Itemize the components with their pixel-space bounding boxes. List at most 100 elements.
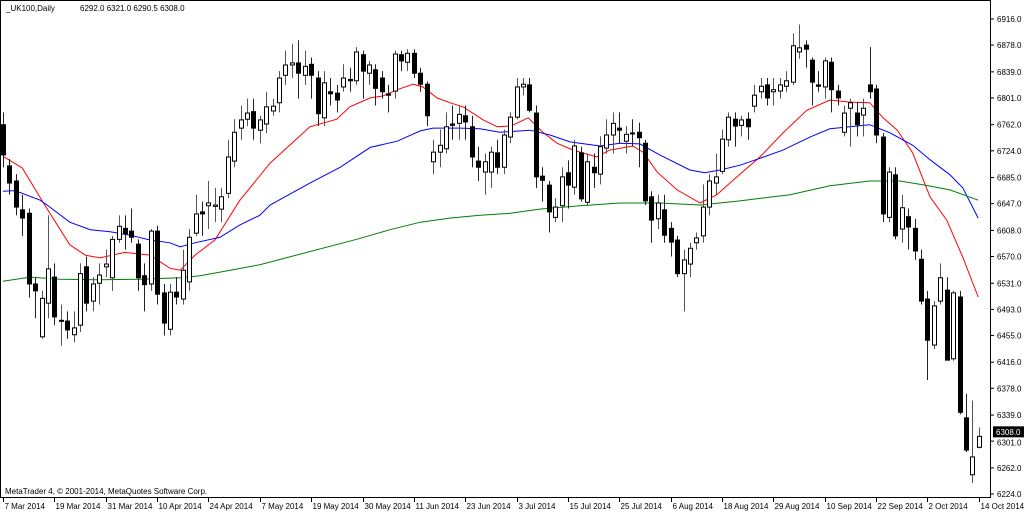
- candle: [438, 129, 443, 168]
- date-tick-label: 25 Jul 2014: [621, 502, 663, 511]
- date-tick-label: 23 Jun 2014: [467, 502, 512, 511]
- date-tick-label: 18 Aug 2014: [724, 502, 769, 511]
- candle: [707, 174, 712, 216]
- bear-candle-body: [476, 160, 481, 168]
- bear-candle-body: [855, 112, 860, 126]
- candle: [759, 78, 764, 99]
- candle: [804, 40, 809, 68]
- candle: [508, 112, 513, 144]
- candle: [521, 78, 526, 96]
- bull-candle-body: [206, 202, 211, 207]
- candle: [136, 239, 141, 291]
- bull-candle-body: [502, 134, 507, 168]
- bear-candle-body: [662, 209, 667, 236]
- price-tick-label: 6801.0: [997, 94, 1022, 103]
- candle: [572, 139, 577, 195]
- candle: [129, 208, 134, 243]
- bear-candle-body: [251, 111, 256, 129]
- bull-candle-body: [720, 138, 725, 172]
- candle: [271, 98, 276, 116]
- date-tick-label: 30 May 2014: [365, 502, 412, 511]
- current-price-badge-box: [993, 426, 1024, 438]
- candle: [861, 98, 866, 137]
- price-tick-label: 6608.0: [997, 226, 1022, 235]
- candle: [598, 136, 603, 185]
- bear-candle-body: [804, 44, 809, 50]
- candle: [405, 49, 410, 72]
- bull-candle-body: [932, 305, 937, 346]
- bull-candle-body: [341, 77, 346, 88]
- bear-candle-body: [174, 291, 179, 298]
- candle: [887, 167, 892, 223]
- bear-candle-body: [868, 84, 873, 93]
- price-tick-label: 6916.0: [997, 15, 1022, 24]
- bull-candle-body: [714, 176, 719, 184]
- candle: [649, 191, 654, 243]
- bull-candle-body: [707, 180, 712, 208]
- candle: [232, 119, 237, 168]
- candle: [752, 84, 757, 113]
- candle: [540, 167, 545, 202]
- current-price-badge: 6308.0: [993, 426, 1024, 438]
- bull-candle-body: [861, 107, 866, 116]
- bull-candle-body: [970, 456, 975, 476]
- current-price-label: 6308.0: [996, 428, 1021, 437]
- candle: [701, 184, 706, 243]
- candle: [309, 57, 314, 99]
- bull-candle-body: [598, 146, 603, 175]
- bear-candle-body: [328, 91, 333, 95]
- bull-candle-body: [322, 82, 327, 119]
- bear-candle-body: [200, 211, 205, 215]
- price-tick-label: 6455.0: [997, 331, 1022, 340]
- candle: [560, 167, 565, 223]
- candle: [836, 84, 841, 106]
- bear-candle-body: [958, 296, 963, 413]
- bull-candle-body: [245, 112, 250, 120]
- bull-candle-body: [181, 269, 186, 300]
- candle: [643, 139, 648, 206]
- candle: [483, 153, 488, 195]
- bull-candle-body: [784, 80, 789, 87]
- price-tick-label: 6339.0: [997, 411, 1022, 420]
- price-tick-label: 6570.0: [997, 253, 1022, 262]
- bear-candle-body: [540, 175, 545, 181]
- bear-candle-body: [765, 84, 770, 99]
- bull-candle-body: [624, 133, 629, 142]
- bear-candle-body: [637, 131, 642, 139]
- candle: [739, 115, 744, 137]
- bear-candle-body: [52, 276, 57, 318]
- candle: [925, 290, 930, 381]
- bull-candle-body: [759, 85, 764, 93]
- candle: [823, 57, 828, 99]
- candle: [489, 146, 494, 188]
- candle: [682, 249, 687, 312]
- date-tick-label: 10 Sep 2014: [827, 502, 873, 511]
- candle: [110, 235, 115, 291]
- candle: [14, 174, 19, 216]
- bear-candle-body: [566, 172, 571, 186]
- bull-candle-body: [457, 113, 462, 124]
- candle: [470, 115, 475, 168]
- bull-candle-body: [303, 65, 308, 76]
- bull-candle-body: [40, 297, 45, 338]
- bull-candle-body: [194, 213, 199, 234]
- bull-candle-body: [611, 122, 616, 136]
- date-tick-label: 7 Mar 2014: [5, 502, 46, 511]
- candle: [104, 249, 109, 278]
- bear-candle-body: [746, 118, 751, 128]
- moving-average-line-2: [2, 124, 979, 248]
- bull-candle-body: [367, 64, 372, 74]
- candle: [444, 112, 449, 154]
- bull-candle-body: [283, 64, 288, 76]
- price-tick-label: 6301.0: [997, 438, 1022, 447]
- bear-candle-body: [463, 115, 468, 123]
- candle: [791, 33, 796, 85]
- bull-candle-body: [900, 207, 905, 230]
- bull-candle-body: [726, 116, 731, 141]
- bear-candle-body: [592, 166, 597, 174]
- date-tick-label: 29 Aug 2014: [775, 502, 820, 511]
- bull-candle-body: [483, 161, 488, 173]
- candle: [553, 198, 558, 223]
- bear-candle-body: [643, 142, 648, 202]
